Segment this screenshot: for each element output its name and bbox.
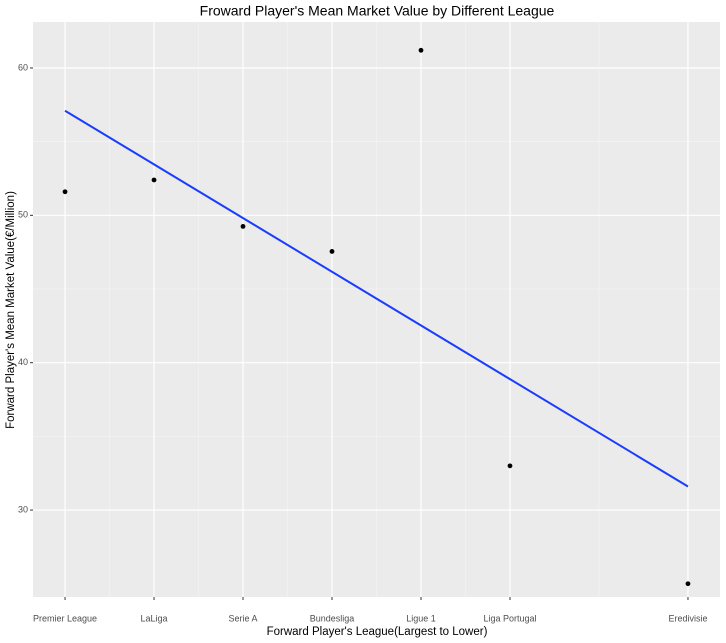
y-axis-title: Forward Player's Mean Market Value(€/Mil… <box>5 191 17 429</box>
point <box>151 177 157 183</box>
y-tick-label: 40 <box>18 357 28 367</box>
point <box>329 249 335 254</box>
chart-title: Froward Player's Mean Market Value by Di… <box>200 3 555 19</box>
y-tick-label: 60 <box>18 62 28 72</box>
x-tick-label: Bundesliga <box>310 613 355 623</box>
point <box>685 581 691 587</box>
point <box>507 463 513 469</box>
point <box>418 47 424 53</box>
y-tick-label: 30 <box>18 504 28 514</box>
x-tick-label: Eredivisie <box>668 613 707 623</box>
trend-line <box>64 109 689 488</box>
x-tick-label: Liga Portugal <box>483 613 536 623</box>
x-tick-label: LaLiga <box>141 613 168 623</box>
x-tick-label: Serie A <box>228 613 257 623</box>
y-tick-label: 50 <box>18 210 28 220</box>
point <box>240 223 246 229</box>
x-tick-label: Ligue 1 <box>406 613 436 623</box>
x-tick-label: Premier League <box>33 613 97 623</box>
point <box>62 189 68 195</box>
x-axis-title: Forward Player's League(Largest to Lower… <box>267 626 488 638</box>
